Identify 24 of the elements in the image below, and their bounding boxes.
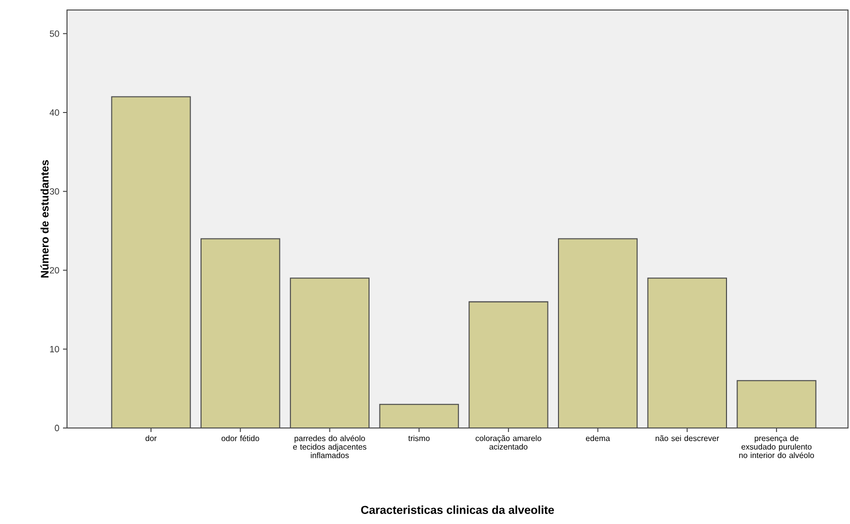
x-tick-label: parredes do alvéolo e tecidos adjacentes inflamados bbox=[293, 435, 366, 458]
x-axis-title: Caracteristicas clinicas da alveolite bbox=[361, 506, 554, 514]
bar bbox=[558, 238, 638, 428]
bar bbox=[290, 278, 370, 428]
bar bbox=[201, 238, 280, 428]
x-tick-label: dor bbox=[146, 435, 157, 442]
x-tick-label: edema bbox=[586, 435, 610, 442]
bar bbox=[112, 96, 190, 428]
y-tick-label: 50 bbox=[50, 30, 60, 37]
y-tick-label: 10 bbox=[50, 346, 60, 352]
bar bbox=[469, 302, 548, 428]
x-tick-label: presença de exsudado purulento no interior do alvéolo bbox=[739, 435, 814, 458]
bar bbox=[648, 278, 726, 428]
x-tick-label: odor fétido bbox=[222, 435, 260, 442]
y-tick-label: 30 bbox=[50, 188, 60, 195]
x-tick-label: não sei descrever bbox=[656, 435, 720, 442]
bar bbox=[736, 380, 816, 428]
x-tick-label: trismo bbox=[408, 435, 430, 442]
x-tick-label: coloração amarelo acizentado bbox=[476, 435, 542, 450]
y-tick-label: 0 bbox=[54, 424, 60, 432]
y-axis-title: Número de estudantes bbox=[40, 160, 49, 278]
bar bbox=[380, 404, 458, 428]
y-tick-label: 40 bbox=[50, 109, 60, 116]
y-tick-label: 20 bbox=[50, 267, 60, 274]
